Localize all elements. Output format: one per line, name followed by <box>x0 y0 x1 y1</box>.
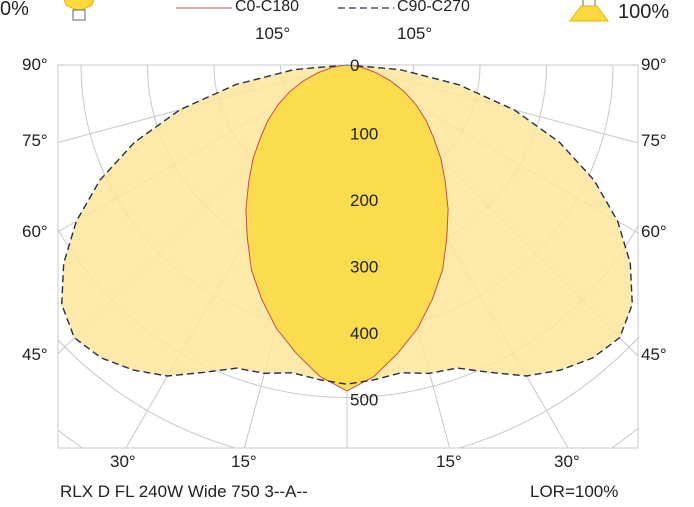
radial-tick-label: 100 <box>350 125 378 144</box>
downlight-base-icon <box>72 9 86 21</box>
angle-left-60: 60° <box>22 222 48 241</box>
c0-c180-curve <box>245 64 449 392</box>
radial-tick-label: 400 <box>350 324 378 343</box>
radial-tick-label: 300 <box>350 258 378 277</box>
c90-c270-curve <box>60 64 634 385</box>
uplight-base-icon <box>582 0 596 7</box>
grid-radial <box>346 65 638 144</box>
downlight-lamp-icon <box>63 0 95 11</box>
angle-bottom-15-right: 15° <box>436 452 462 471</box>
lor-value: LOR=100% <box>530 482 619 501</box>
angle-right-90: 90° <box>641 55 667 74</box>
product-name: RLX D FL 240W Wide 750 3--A-- <box>60 482 308 501</box>
angle-bottom-15-left: 15° <box>231 452 257 471</box>
angle-right-75: 75° <box>641 131 667 150</box>
grid-radial <box>58 65 348 143</box>
chart-frame <box>57 64 639 449</box>
uplight-lamp-icon <box>569 5 609 22</box>
angle-bottom-30-left: 30° <box>110 452 136 471</box>
angle-right-60: 60° <box>641 222 667 241</box>
radial-tick-label: 0 <box>350 56 359 75</box>
uplight-percent: 100% <box>618 1 670 23</box>
angle-left-75: 75° <box>22 131 48 150</box>
downlight-percent: 0% <box>0 0 29 20</box>
angle-top-right: 105° <box>397 24 433 43</box>
legend-c90-label: C90-C270 <box>397 0 470 15</box>
angle-top-left: 105° <box>255 24 291 43</box>
angle-right-45: 45° <box>641 345 667 364</box>
radial-tick-label: 200 <box>350 191 378 210</box>
radial-tick-label: 500 <box>350 391 378 410</box>
angle-left-45: 45° <box>22 345 48 364</box>
legend-c0-label: C0-C180 <box>235 0 300 15</box>
angle-left-90: 90° <box>22 55 48 74</box>
angle-bottom-30-right: 30° <box>554 452 580 471</box>
